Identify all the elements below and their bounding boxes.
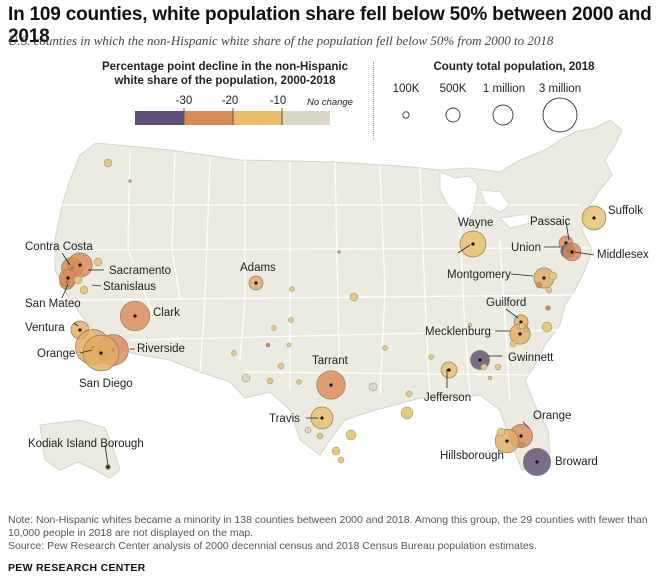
county-label: Jefferson bbox=[424, 392, 471, 404]
county-center-dot bbox=[78, 328, 82, 332]
county-map: Contra Costa Sacramento Stanislaus San M… bbox=[25, 97, 649, 479]
size-legend-label: 3 million bbox=[538, 83, 582, 95]
county-label: Clark bbox=[153, 307, 180, 319]
county-label: Stanislaus bbox=[103, 281, 156, 293]
color-legend-tick: -30 bbox=[175, 95, 193, 107]
county-center-dot bbox=[471, 242, 475, 246]
size-legend-circle bbox=[445, 107, 461, 123]
us-land bbox=[39, 119, 623, 479]
county-label: San Diego bbox=[79, 378, 133, 390]
county-label: Wayne bbox=[458, 217, 493, 229]
size-legend-circle bbox=[542, 97, 578, 133]
county-label: Suffolk bbox=[608, 205, 643, 217]
county-center-dot bbox=[518, 332, 522, 336]
color-scale-segment bbox=[282, 111, 330, 125]
county-label: Orange bbox=[533, 410, 571, 422]
county-center-dot bbox=[66, 276, 70, 280]
size-legend-label: 500K bbox=[439, 83, 467, 95]
color-legend-tick: No change bbox=[307, 97, 353, 108]
county-label: Guilford bbox=[486, 297, 526, 309]
color-scale-bar bbox=[135, 108, 330, 125]
county-center-dot bbox=[254, 281, 258, 285]
county-center-dot bbox=[78, 263, 82, 267]
color-scale-segment bbox=[233, 111, 282, 125]
color-legend-tick: -20 bbox=[221, 95, 239, 107]
county-center-dot bbox=[478, 358, 482, 362]
contiguous-us-shape bbox=[54, 119, 623, 471]
size-legend-circles bbox=[402, 97, 578, 133]
color-legend-tick: -10 bbox=[269, 95, 287, 107]
size-legend-circle bbox=[402, 111, 410, 119]
county-label: Ventura bbox=[25, 322, 65, 334]
county-center-dot bbox=[99, 351, 103, 355]
county-label: Union bbox=[511, 242, 541, 254]
chart-title: In 109 counties, white population share … bbox=[8, 4, 652, 47]
size-legend-circle bbox=[492, 104, 514, 126]
size-legend-label: 100K bbox=[392, 83, 420, 95]
county-label: Contra Costa bbox=[25, 241, 93, 253]
county-labels: Contra Costa Sacramento Stanislaus San M… bbox=[25, 205, 649, 468]
county-label: Middlesex bbox=[597, 249, 649, 261]
color-legend-title: Percentage point decline in the non-Hisp… bbox=[101, 61, 348, 87]
size-legend-label: 1 million bbox=[482, 83, 526, 95]
county-label: Gwinnett bbox=[508, 352, 554, 364]
county-label: Hillsborough bbox=[440, 450, 504, 462]
state-borders bbox=[57, 149, 591, 401]
size-legend-title: County total population, 2018 bbox=[433, 61, 595, 73]
county-center-dot bbox=[447, 368, 451, 372]
county-center-dot bbox=[106, 465, 110, 469]
county-center-dot bbox=[329, 383, 333, 387]
county-label: San Mateo bbox=[25, 298, 81, 310]
county-label: Montgomery bbox=[447, 269, 511, 281]
chart-subtitle: U.S. counties in which the non-Hispanic … bbox=[8, 33, 554, 48]
alaska-shape bbox=[39, 419, 121, 479]
county-label: Orange bbox=[37, 348, 75, 360]
county-label: Tarrant bbox=[312, 355, 349, 367]
county-label: Riverside bbox=[137, 343, 185, 355]
county-label: Adams bbox=[240, 262, 276, 274]
color-scale-segment bbox=[135, 111, 184, 125]
chart-note: Note: Non-Hispanic whites became a minor… bbox=[8, 514, 648, 539]
county-center-dot bbox=[542, 276, 546, 280]
county-center-dot bbox=[505, 439, 509, 443]
chart-source: Source: Pew Research Center analysis of … bbox=[8, 540, 537, 552]
county-center-dot bbox=[535, 460, 539, 464]
legend-divider bbox=[373, 62, 374, 140]
brand-logo: PEW RESEARCH CENTER bbox=[8, 562, 146, 574]
county-label: Broward bbox=[555, 456, 598, 468]
color-scale-segment bbox=[184, 111, 233, 125]
county-center-dot bbox=[133, 314, 137, 318]
county-center-dot bbox=[592, 216, 596, 220]
label-leader-lines bbox=[61, 221, 595, 466]
county-label: Sacramento bbox=[109, 265, 171, 277]
county-label: Travis bbox=[269, 413, 300, 425]
county-center-dot bbox=[320, 416, 324, 420]
county-label: Mecklenburg bbox=[425, 326, 491, 338]
great-lakes bbox=[439, 171, 535, 231]
county-label: Passaic bbox=[530, 216, 571, 228]
county-center-dot bbox=[570, 250, 574, 254]
county-label: Kodiak Island Borough bbox=[28, 438, 144, 450]
small-county-dots bbox=[73, 158, 558, 464]
county-center-dot bbox=[519, 434, 523, 438]
